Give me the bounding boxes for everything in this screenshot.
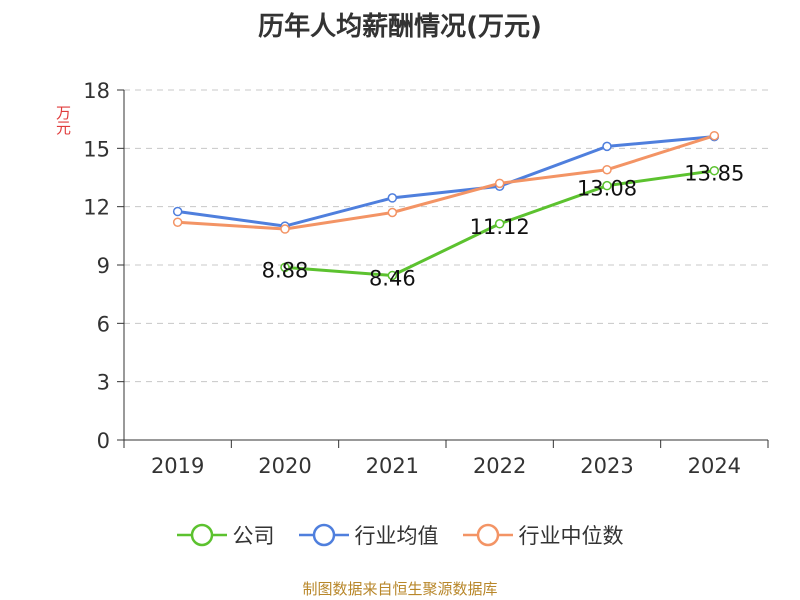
y-tick-label: 15	[83, 137, 110, 161]
x-tick-label: 2024	[688, 454, 741, 478]
legend-item[interactable]: 公司	[176, 520, 275, 550]
data-point	[602, 141, 612, 152]
data-label: 8.46	[369, 267, 416, 291]
x-tick-label: 2019	[151, 454, 204, 478]
data-point	[709, 130, 720, 141]
y-tick-label: 12	[83, 196, 110, 220]
source-note: 制图数据来自恒生聚源数据库	[302, 580, 498, 598]
legend-marker-icon	[176, 523, 227, 547]
legend-marker-icon	[298, 523, 349, 547]
data-point	[387, 193, 398, 203]
legend-label: 公司	[232, 524, 275, 548]
series-line-2	[177, 134, 715, 231]
legend: 公司 行业均值 行业中位数	[0, 520, 800, 550]
data-point	[494, 178, 505, 189]
y-tick-label: 3	[97, 371, 110, 395]
data-label: 13.85	[684, 162, 744, 186]
data-point	[602, 180, 612, 191]
x-tick-label: 2021	[366, 454, 419, 478]
y-tick-label: 0	[97, 429, 110, 453]
y-tick-label: 6	[97, 312, 110, 336]
chart-title: 历年人均薪酬情况(万元)	[258, 12, 542, 42]
data-point	[172, 206, 183, 217]
legend-label: 行业中位数	[518, 524, 624, 548]
legend-label: 行业均值	[354, 524, 439, 548]
y-tick-label: 9	[97, 254, 110, 278]
series-line-1	[177, 135, 715, 228]
legend-marker-icon	[462, 523, 513, 547]
legend-item[interactable]: 行业中位数	[462, 520, 624, 550]
data-point	[172, 217, 183, 227]
data-point	[280, 224, 290, 234]
legend-item[interactable]: 行业均值	[298, 520, 439, 550]
data-point	[709, 165, 720, 176]
data-label: 13.08	[577, 177, 637, 201]
x-tick-label: 2022	[473, 454, 526, 478]
data-point	[280, 262, 290, 273]
x-tick-label: 2023	[580, 454, 633, 478]
y-tick-label: 18	[83, 79, 110, 103]
data-label: 11.12	[470, 215, 530, 239]
data-point	[387, 270, 398, 281]
data-point	[602, 164, 612, 175]
data-point	[387, 207, 398, 218]
data-point	[494, 219, 505, 229]
y-axis-unit-label: 万元	[54, 105, 72, 135]
data-label: 8.88	[262, 258, 309, 282]
x-tick-label: 2020	[258, 454, 311, 478]
